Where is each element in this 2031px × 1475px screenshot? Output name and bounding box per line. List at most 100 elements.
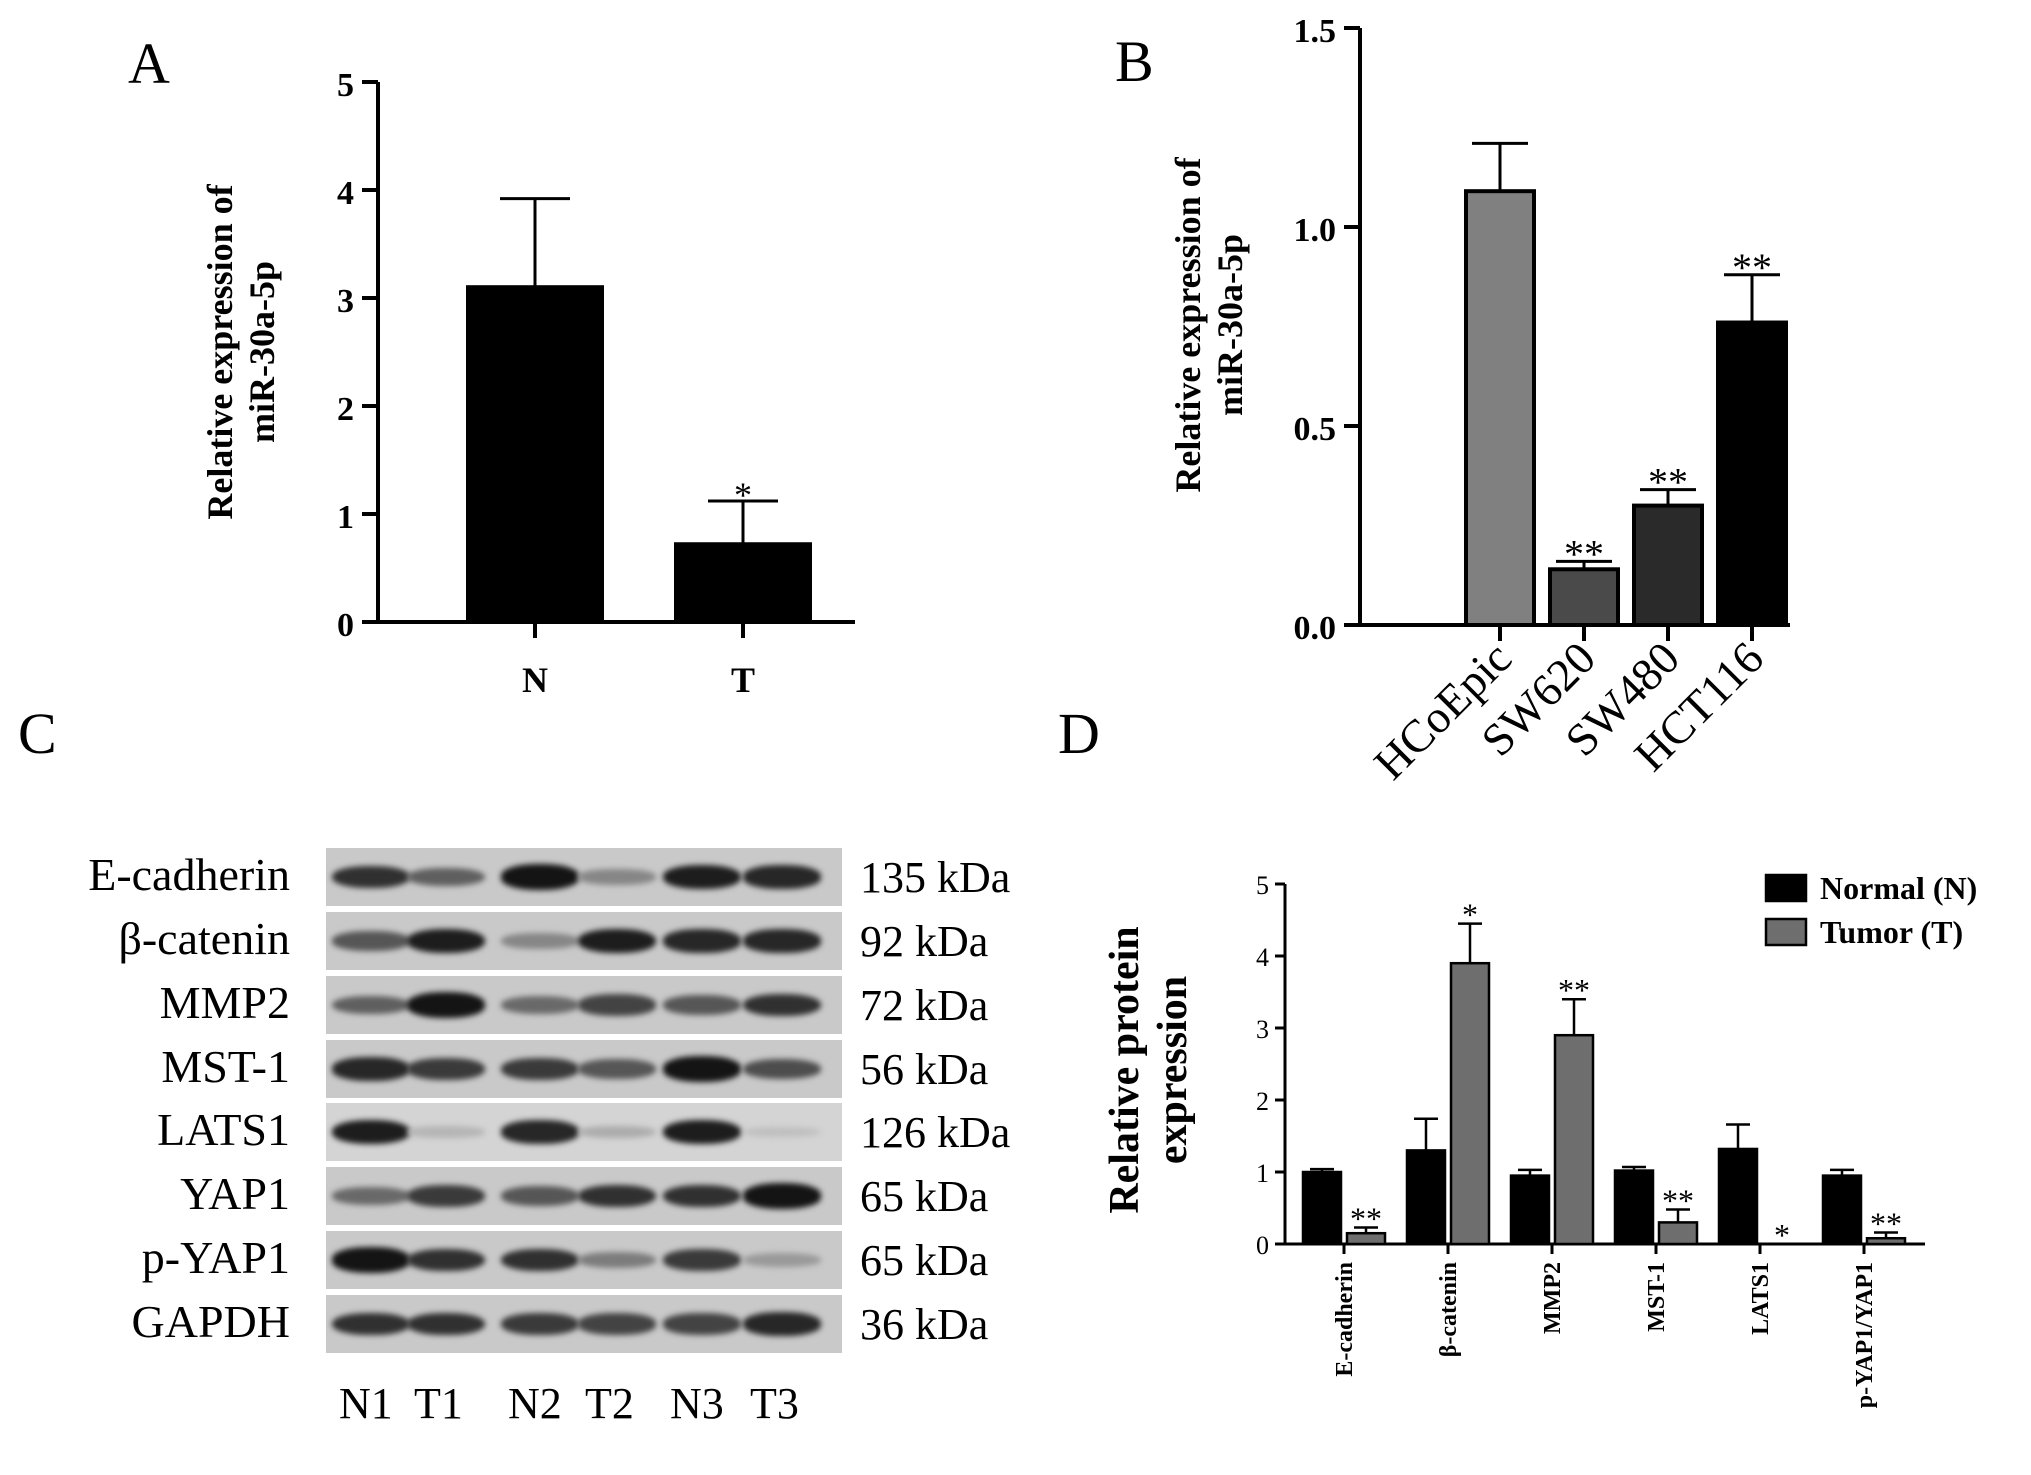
- panel-d-legend-label: Normal (N): [1820, 870, 1977, 906]
- panel-d-bar: [1657, 1221, 1699, 1246]
- panel-d-significance-marker: *: [1462, 897, 1478, 933]
- panel-d-y-axis-label: Relative protein: [1102, 926, 1148, 1213]
- panel-d-y-tick-label: 0: [1256, 1231, 1269, 1260]
- blot-band: [578, 1059, 656, 1079]
- blot-band: [407, 1126, 485, 1138]
- blot-protein-label: MMP2: [159, 977, 290, 1028]
- blot-band: [501, 996, 579, 1014]
- blot-band: [743, 929, 821, 953]
- blot-band: [407, 992, 485, 1018]
- panel-a-y-axis-label: miR-30a-5p: [242, 261, 282, 443]
- blot-protein-label: LATS1: [157, 1104, 290, 1155]
- blot-band: [332, 995, 410, 1015]
- blot-band: [663, 1313, 741, 1335]
- panel-b-y-tick-label: 1.5: [1294, 13, 1337, 50]
- panel-b-y-tick-label: 0.5: [1294, 411, 1337, 448]
- panel-a-x-tick-label: N: [522, 660, 548, 700]
- panel-a-significance-marker: *: [734, 475, 752, 515]
- blot-band: [743, 865, 821, 889]
- panel-a-y-tick-label: 5: [337, 67, 354, 104]
- blot-band: [407, 1058, 485, 1080]
- panel-letter-b: B: [1115, 29, 1154, 94]
- panel-a-y-tick-label: 0: [337, 607, 354, 644]
- blot-protein-label: β-catenin: [118, 913, 290, 964]
- panel-a-bar: [674, 542, 812, 624]
- panel-d-bar: [1301, 1170, 1343, 1246]
- panel-d-significance-marker: **: [1870, 1205, 1902, 1241]
- panel-d-bar: [1345, 1231, 1387, 1246]
- blot-band: [743, 1126, 821, 1138]
- blot-band: [332, 1312, 410, 1336]
- panel-d-bar: [1717, 1147, 1759, 1246]
- blot-band: [501, 933, 579, 949]
- blot-band: [407, 1248, 485, 1272]
- panel-b-significance-marker: **: [1732, 245, 1772, 290]
- panel-d-legend-swatch: [1764, 873, 1808, 903]
- panel-d-bar: [1865, 1236, 1907, 1246]
- blot-band: [332, 1247, 410, 1273]
- panel-d-y-tick-label: 1: [1256, 1159, 1269, 1188]
- blot-protein-label: p-YAP1: [141, 1232, 290, 1283]
- panel-d-legend-label: Tumor (T): [1820, 914, 1963, 950]
- blot-kda-label: 135 kDa: [860, 853, 1011, 902]
- blot-lane-label: N3: [670, 1379, 724, 1428]
- panel-a-y-tick-label: 3: [337, 283, 354, 320]
- panel-b-bar: [1548, 567, 1620, 628]
- blot-kda-label: 36 kDa: [860, 1300, 989, 1349]
- panel-d-y-tick-label: 2: [1256, 1087, 1269, 1116]
- blot-strip: [326, 912, 842, 970]
- blot-band: [407, 1312, 485, 1336]
- blot-lane-label: T1: [414, 1379, 463, 1428]
- panel-a-y-tick-label: 1: [337, 499, 354, 536]
- blot-kda-label: 65 kDa: [860, 1236, 989, 1285]
- blot-band: [578, 869, 656, 885]
- panel-b-y-axis-label: Relative expression of: [1168, 156, 1208, 492]
- panel-a-x-tick-label: T: [731, 660, 755, 700]
- panel-b-y-axis-label: miR-30a-5p: [1210, 234, 1250, 416]
- blot-lane-label: T2: [585, 1379, 634, 1428]
- blot-strip: [326, 1103, 842, 1161]
- blot-band: [407, 1185, 485, 1207]
- panel-d-x-tick-label: p-YAP1/YAP1: [1852, 1262, 1878, 1408]
- blot-band: [578, 1184, 656, 1208]
- panel-d-y-axis-label: expression: [1150, 976, 1196, 1164]
- blot-band: [663, 1119, 741, 1145]
- blot-strip: [326, 976, 842, 1034]
- blot-band: [407, 867, 485, 887]
- panel-d-significance-marker: **: [1350, 1200, 1382, 1236]
- blot-strip: [326, 1231, 842, 1289]
- panel-d-bar: [1821, 1174, 1863, 1246]
- panel-a-y-axis-label-group: Relative expression of miR-30a-5p: [200, 183, 282, 519]
- blot-kda-label: 65 kDa: [860, 1172, 989, 1221]
- blot-band: [578, 1125, 656, 1139]
- panel-d-y-tick-label: 4: [1256, 943, 1269, 972]
- panel-d-y-axis-label-group: Relative protein expression: [1102, 926, 1196, 1213]
- blot-strip: [326, 1295, 842, 1353]
- blot-lane-label: N1: [339, 1379, 393, 1428]
- blot-kda-label: 56 kDa: [860, 1045, 989, 1094]
- blot-band: [501, 1313, 579, 1335]
- blot-band: [663, 929, 741, 953]
- panel-a-y-axis-label: Relative expression of: [200, 183, 240, 519]
- panel-d-bar: [1509, 1174, 1551, 1246]
- blot-band: [663, 995, 741, 1015]
- blot-lane-label: N2: [508, 1379, 562, 1428]
- blot-band: [743, 1058, 821, 1080]
- blot-band: [663, 1249, 741, 1271]
- blot-band: [663, 1184, 741, 1208]
- blot-band: [663, 1056, 741, 1082]
- blot-protein-label: MST-1: [161, 1041, 290, 1092]
- panel-letter-a: A: [128, 31, 170, 96]
- panel-d-significance-marker: **: [1662, 1182, 1694, 1218]
- blot-band: [501, 864, 579, 890]
- panel-d-x-tick-label: E-cadherin: [1332, 1262, 1358, 1377]
- panel-d-x-tick-label: LATS1: [1748, 1262, 1774, 1335]
- blot-band: [407, 928, 485, 954]
- blot-protein-label: E-cadherin: [88, 849, 290, 900]
- blot-band: [743, 1312, 821, 1336]
- blot-band: [578, 994, 656, 1016]
- panel-letter-c: C: [18, 701, 57, 766]
- panel-b-bar: [1632, 503, 1704, 628]
- blot-band: [332, 931, 410, 951]
